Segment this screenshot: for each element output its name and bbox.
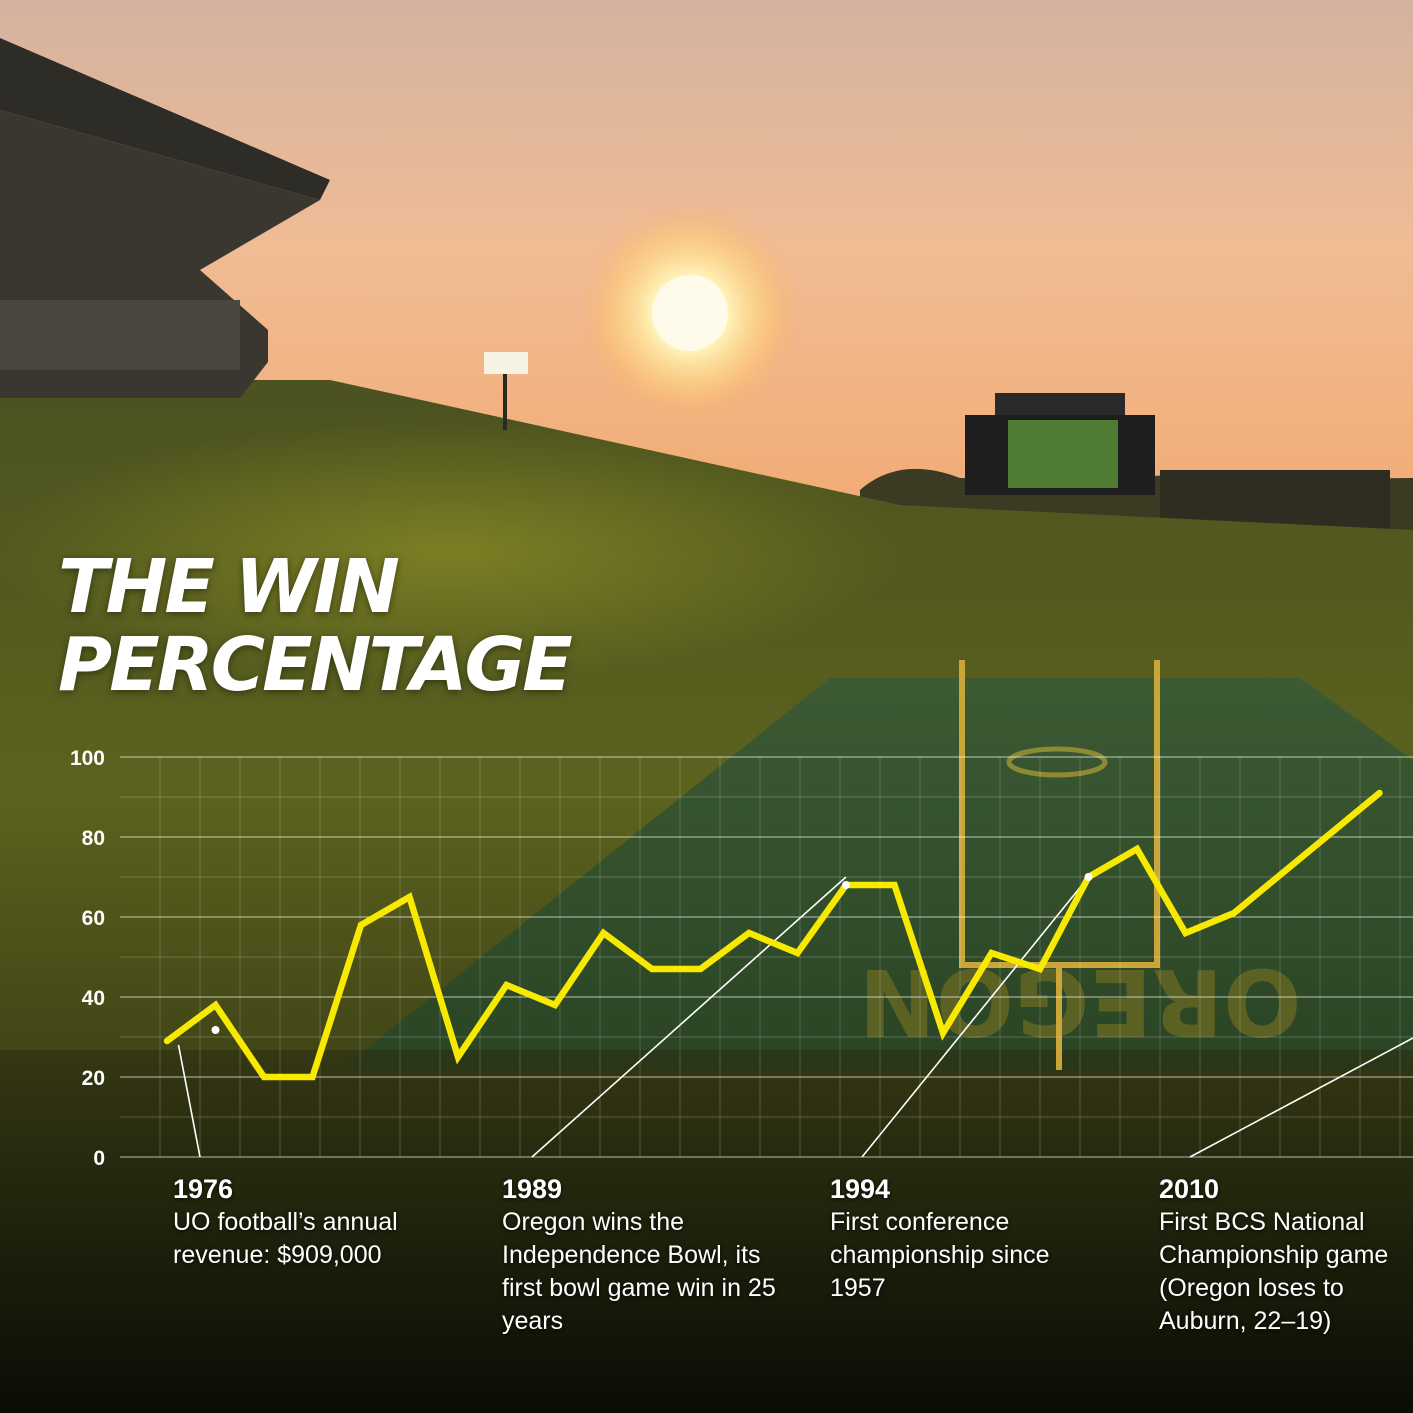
title-line-1: THE WIN — [58, 544, 400, 630]
data-point — [504, 982, 509, 988]
annotation-leader-line — [1189, 1037, 1413, 1158]
annotation-text: First BCS National Championship game (Or… — [1159, 1208, 1389, 1335]
annotation-text: Oregon wins the Independence Bowl, its f… — [502, 1208, 776, 1335]
annotation-text: First conference championship since 1957 — [830, 1208, 1050, 1302]
data-point — [407, 894, 412, 900]
light-pole — [503, 370, 507, 430]
annotation-marker — [211, 1026, 220, 1034]
field — [340, 678, 1413, 1070]
data-point — [455, 1054, 461, 1060]
annotation-1976: 1976 UO football’s annual revenue: $909,… — [173, 1172, 498, 1272]
y-tick-label: 60 — [82, 907, 105, 930]
data-point — [698, 966, 703, 972]
annotation-text: UO football’s annual revenue: $909,000 — [173, 1208, 398, 1269]
scoreboard-screen — [1008, 420, 1118, 488]
annotation-leader-line — [531, 876, 847, 1158]
field-near-crowd — [0, 1050, 1413, 1413]
data-point — [1183, 930, 1188, 936]
data-point — [1280, 870, 1285, 876]
data-point — [892, 882, 897, 888]
data-point — [358, 922, 364, 928]
annotation-year: 1989 — [502, 1174, 563, 1204]
data-point — [940, 1030, 946, 1036]
data-point — [601, 930, 606, 936]
chart-title: THE WIN PERCENTAGE — [58, 544, 573, 708]
data-point — [649, 966, 655, 972]
y-tick-label: 100 — [70, 747, 105, 770]
data-point — [989, 950, 994, 956]
sun-core — [652, 275, 728, 351]
annotation-year: 1994 — [830, 1174, 891, 1204]
data-point — [1134, 846, 1140, 852]
data-point — [1328, 830, 1334, 836]
data-point — [164, 1038, 170, 1044]
title-line-2: PERCENTAGE — [58, 622, 573, 708]
data-point — [1231, 910, 1237, 916]
annotation-marker — [1084, 873, 1093, 881]
midfield-logo — [1006, 746, 1108, 778]
data-point — [1377, 790, 1382, 796]
scoreboard-top — [995, 393, 1125, 415]
annotation-1989: 1989 Oregon wins the Independence Bowl, … — [502, 1172, 827, 1338]
data-point — [1037, 966, 1043, 972]
annotation-year: 1976 — [173, 1174, 234, 1204]
press-box — [0, 300, 240, 370]
upper-deck-roof — [0, 38, 330, 200]
y-tick-label: 20 — [82, 1067, 105, 1090]
data-point — [213, 1002, 218, 1008]
data-point — [746, 930, 752, 936]
y-tick-label: 0 — [93, 1147, 105, 1170]
goal-post — [959, 660, 1160, 1070]
win-percentage-plot: 0 20 40 60 80 100 — [70, 747, 1413, 1170]
annotation-marker — [842, 881, 850, 889]
annotation-1994: 1994 First conference championship since… — [830, 1172, 1155, 1305]
data-point — [795, 950, 800, 956]
annotation-leader-line — [861, 876, 1090, 1158]
y-tick-label: 40 — [82, 987, 105, 1010]
data-point — [552, 1002, 558, 1008]
crowd-glow-left — [0, 420, 900, 680]
annotation-leader-line — [177, 1044, 201, 1158]
annotation-2010: 2010 First BCS National Championship gam… — [1159, 1172, 1409, 1338]
y-tick-label: 80 — [82, 827, 105, 850]
win-percentage-line — [163, 789, 1383, 1081]
data-point — [261, 1074, 267, 1080]
data-point — [310, 1074, 315, 1080]
annotation-year: 2010 — [1159, 1174, 1220, 1204]
light-bank — [484, 352, 528, 374]
